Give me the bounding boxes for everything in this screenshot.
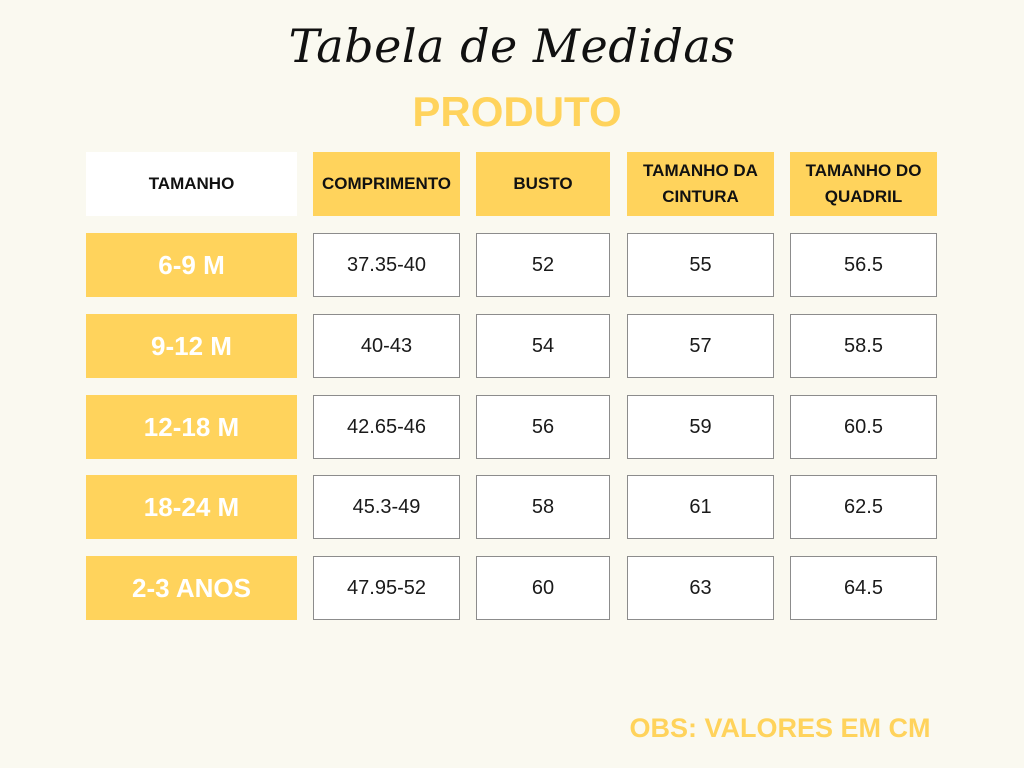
busto-cell: 58 [476,475,610,539]
busto-cell: 52 [476,233,610,297]
busto-cell: 56 [476,395,610,459]
comprimento-cell: 47.95-52 [313,556,460,620]
page-subtitle: PRODUTO [412,88,622,135]
quadril-cell: 60.5 [790,395,937,459]
page-title: Tabela de Medidas [288,19,736,73]
size-cell: 12-18 M [86,395,297,459]
comprimento-cell: 37.35-40 [313,233,460,297]
size-cell: 9-12 M [86,314,297,378]
cintura-cell: 57 [627,314,774,378]
header-busto: BUSTO [476,152,610,216]
quadril-cell: 56.5 [790,233,937,297]
units-note: OBS: VALORES EM CM [629,713,931,743]
quadril-cell: 58.5 [790,314,937,378]
cintura-cell: 55 [627,233,774,297]
size-cell: 2-3 ANOS [86,556,297,620]
size-cell: 18-24 M [86,475,297,539]
comprimento-cell: 40-43 [313,314,460,378]
cintura-cell: 61 [627,475,774,539]
busto-cell: 60 [476,556,610,620]
quadril-cell: 62.5 [790,475,937,539]
header-tamanho-quadril: TAMANHO DO QUADRIL [790,152,937,216]
comprimento-cell: 45.3-49 [313,475,460,539]
header-tamanho-cintura: TAMANHO DA CINTURA [627,152,774,216]
header-comprimento: COMPRIMENTO [313,152,460,216]
cintura-cell: 63 [627,556,774,620]
comprimento-cell: 42.65-46 [313,395,460,459]
size-cell: 6-9 M [86,233,297,297]
cintura-cell: 59 [627,395,774,459]
header-tamanho: TAMANHO [86,152,297,216]
quadril-cell: 64.5 [790,556,937,620]
busto-cell: 54 [476,314,610,378]
